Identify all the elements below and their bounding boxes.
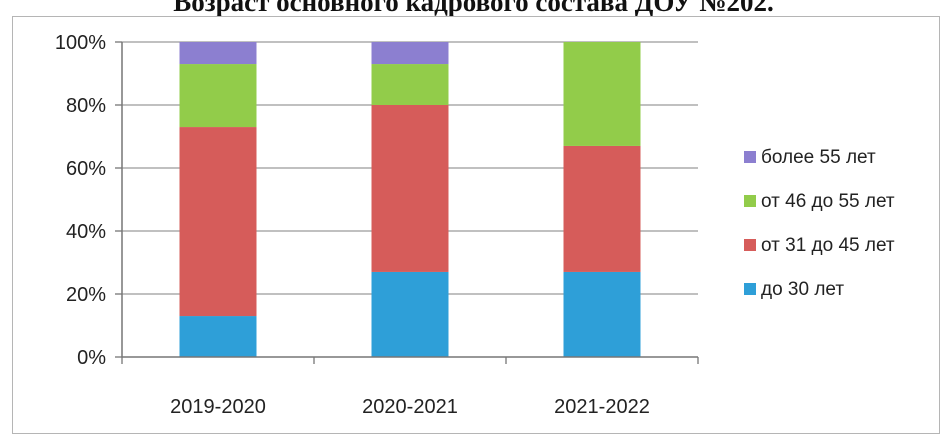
legend-label: от 46 до 55 лет [761, 191, 895, 212]
legend-label: до 30 лет [761, 279, 844, 300]
y-tick-label: 100% [55, 32, 106, 54]
legend-swatch [744, 195, 756, 207]
bar-segment [563, 145, 641, 272]
chart-title: Возраст основного кадрового состава ДОУ … [173, 0, 774, 17]
x-tick-label: 2021-2022 [554, 396, 650, 418]
bar-segment [179, 127, 257, 317]
bars [179, 42, 641, 357]
y-axis-tick-labels: 0% 20% 40% 60% 80% 100% [55, 32, 106, 369]
legend-swatch [744, 283, 756, 295]
x-tick-label: 2019-2020 [170, 396, 266, 418]
bar-segment [563, 271, 641, 357]
bar-segment [179, 316, 257, 357]
y-tick-label: 80% [66, 95, 106, 117]
bar-segment [371, 42, 449, 65]
y-tick-label: 40% [66, 221, 106, 243]
x-tick-label: 2020-2021 [362, 396, 458, 418]
legend-swatch [744, 239, 756, 251]
x-axis-tick-labels: 2019-2020 2020-2021 2021-2022 [170, 396, 650, 418]
y-tick-label: 20% [66, 284, 106, 306]
y-tick-label: 0% [77, 347, 106, 369]
bar-segment [179, 64, 257, 128]
legend: более 55 лет от 46 до 55 лет от 31 до 45 л… [744, 147, 895, 300]
chart-frame [12, 16, 940, 434]
legend-swatch [744, 151, 756, 163]
bar-segment [371, 271, 449, 357]
bar-segment [563, 42, 641, 146]
y-tick-label: 60% [66, 158, 106, 180]
bar-segment [371, 105, 449, 272]
legend-label: более 55 лет [761, 147, 876, 168]
axes [115, 41, 699, 364]
legend-label: от 31 до 45 лет [761, 235, 895, 256]
bar-segment [179, 42, 257, 65]
bar-segment [371, 64, 449, 105]
